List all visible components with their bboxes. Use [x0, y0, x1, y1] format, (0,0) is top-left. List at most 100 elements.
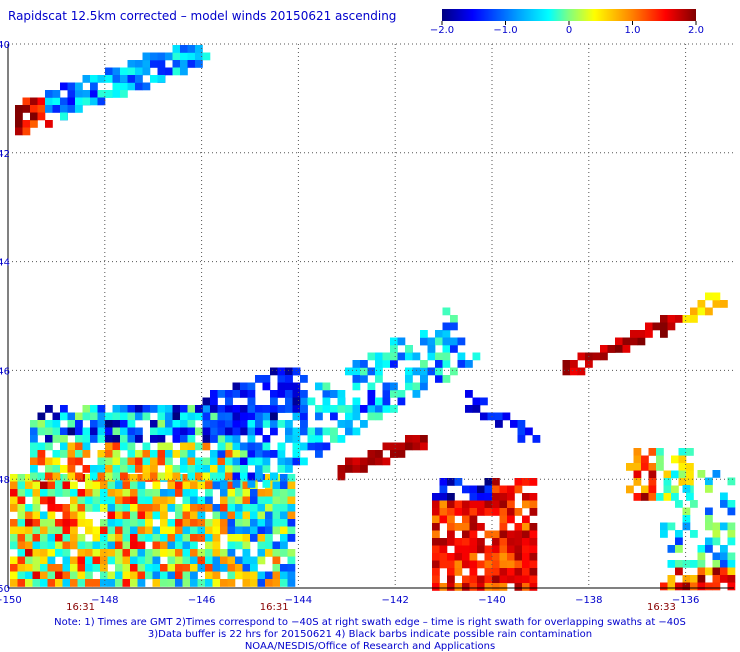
wind-cell [85, 549, 93, 557]
wind-cell [439, 560, 448, 569]
wind-cell [352, 397, 361, 406]
wind-cell [442, 330, 451, 338]
wind-cell [242, 556, 251, 565]
wind-cell [322, 382, 331, 391]
wind-cell [157, 67, 166, 76]
wind-cell [160, 526, 168, 535]
wind-cell [705, 537, 713, 546]
wind-cell [145, 519, 153, 527]
wind-cell [205, 534, 213, 542]
wind-cell [626, 485, 634, 494]
wind-cell [217, 390, 226, 398]
wind-cell [85, 481, 93, 490]
wind-cell [272, 579, 281, 587]
wind-cell [447, 515, 455, 524]
wind-cell [100, 549, 108, 557]
wind-cell [522, 493, 530, 501]
wind-cell [265, 519, 273, 527]
wind-cell [277, 450, 286, 458]
wind-cell [202, 427, 211, 436]
wind-cell [235, 571, 243, 580]
wind-cell [152, 564, 161, 572]
wind-cell [157, 442, 166, 451]
wind-cell [45, 97, 53, 106]
wind-cell [697, 470, 706, 478]
wind-cell [182, 564, 191, 572]
wind-cell [720, 575, 728, 583]
wind-cell [55, 579, 63, 587]
wind-cell [175, 549, 183, 557]
wind-cell [105, 67, 113, 76]
wind-cell [656, 493, 664, 501]
wind-cell [682, 575, 691, 583]
wind-cell [225, 412, 233, 421]
wind-cell [202, 472, 211, 481]
wind-cell [477, 575, 485, 584]
wind-cell [300, 412, 308, 421]
wind-cell [454, 560, 463, 569]
wind-cell [240, 472, 248, 481]
wind-cell [529, 583, 538, 591]
wind-cell [100, 579, 108, 587]
wind-cell [727, 530, 736, 538]
wind-cell [145, 511, 153, 520]
wind-cell [227, 579, 236, 587]
wind-cell [285, 420, 293, 428]
wind-cell [287, 504, 296, 512]
wind-cell [242, 504, 251, 512]
wind-cell [130, 481, 138, 490]
wind-cell [150, 472, 158, 481]
wind-cell [663, 493, 672, 501]
wind-cell [663, 470, 672, 479]
wind-cell [705, 307, 713, 316]
wind-cell [262, 465, 271, 473]
wind-cell [660, 315, 668, 323]
wind-cell [17, 534, 26, 542]
wind-cell [242, 496, 251, 505]
wind-cell [307, 435, 316, 443]
wind-cell [720, 500, 728, 508]
wind-cell [727, 537, 736, 546]
wind-cell [678, 478, 687, 486]
wind-cell [262, 375, 271, 383]
wind-cell [641, 485, 649, 494]
latitude-tick-label: −48 [0, 475, 10, 486]
wind-cell [663, 485, 672, 494]
wind-cell [205, 481, 213, 490]
wind-cell [210, 450, 218, 458]
wind-cell [240, 450, 248, 458]
wind-cell [85, 496, 93, 505]
wind-cell [382, 397, 391, 406]
wind-cell [47, 519, 56, 527]
wind-cell [705, 485, 713, 493]
wind-cell [82, 405, 91, 413]
wind-cell [127, 457, 136, 466]
wind-cell [292, 397, 301, 406]
wind-cell [137, 579, 146, 587]
wind-cell [55, 541, 63, 550]
wind-cell [130, 549, 138, 557]
wind-cell [442, 322, 451, 331]
wind-cell [37, 105, 46, 113]
wind-cell [137, 496, 146, 505]
wind-cell [375, 397, 383, 406]
wind-cell [205, 579, 213, 587]
wind-cell [382, 382, 391, 391]
wind-cell [112, 465, 121, 473]
wind-cell [439, 553, 448, 561]
wind-cell [30, 105, 38, 113]
wind-cell [47, 541, 56, 550]
wind-cell [172, 60, 181, 68]
wind-cell [397, 442, 406, 451]
wind-cell [105, 90, 113, 98]
wind-cell [105, 435, 113, 443]
wind-cell [232, 412, 241, 421]
wind-cell [492, 545, 500, 554]
wind-cell [315, 427, 323, 436]
wind-cell [67, 442, 76, 451]
wind-cell [292, 390, 301, 398]
wind-cell [615, 337, 623, 346]
wind-cell [107, 556, 116, 565]
wind-cell [462, 583, 470, 591]
colorbar-tick-label: −1.0 [493, 25, 517, 36]
